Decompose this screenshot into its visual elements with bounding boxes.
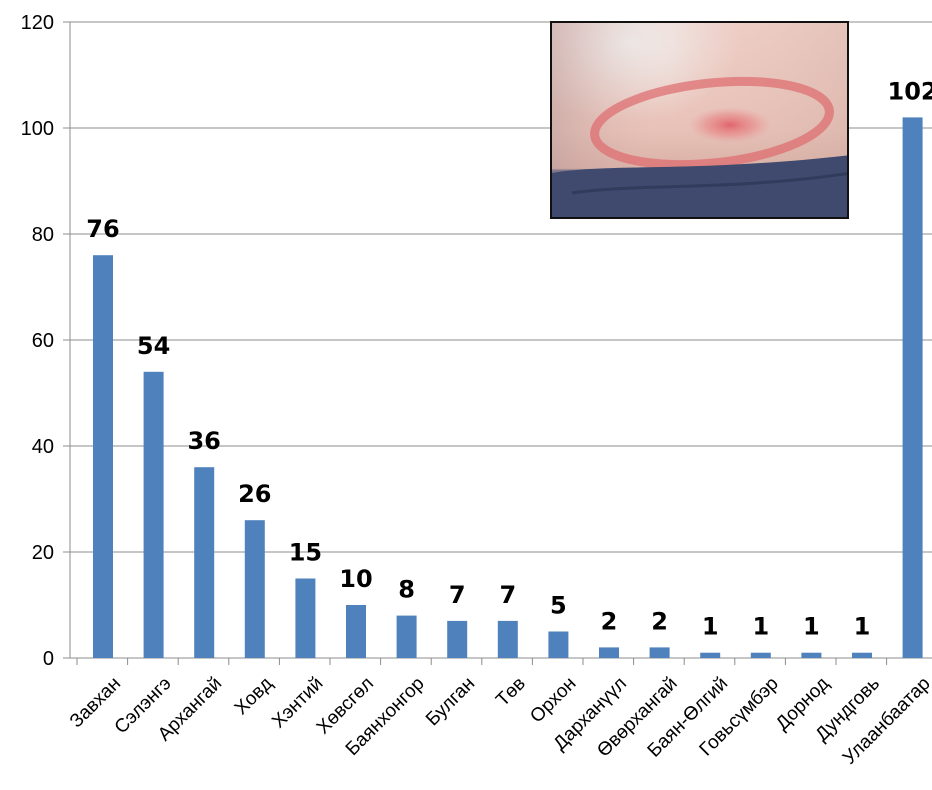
skin-rash-photo	[550, 21, 849, 219]
category-label: Ховд	[231, 673, 277, 719]
data-label: 2	[651, 607, 668, 635]
y-tick-labels: 0 20 40 60 80 100 120	[21, 12, 54, 670]
bar	[498, 621, 518, 658]
bar	[599, 647, 619, 658]
data-label: 7	[499, 581, 516, 609]
category-label: Төв	[492, 673, 530, 711]
data-label: 102	[888, 77, 932, 105]
data-label: 54	[137, 332, 170, 360]
y-tick-label: 120	[21, 12, 54, 34]
category-label: Улаанбаатар	[839, 673, 932, 769]
data-label: 15	[289, 539, 322, 567]
bar	[245, 520, 265, 658]
y-tick-label: 20	[32, 542, 54, 564]
bar	[295, 579, 315, 659]
data-label: 26	[238, 480, 271, 508]
bar	[93, 255, 113, 658]
data-label: 7	[449, 581, 466, 609]
data-label: 1	[702, 613, 719, 641]
data-label: 8	[398, 576, 415, 604]
data-label: 1	[803, 613, 820, 641]
y-tick-label: 40	[32, 436, 54, 458]
y-tick-label: 80	[32, 224, 54, 246]
bar	[903, 117, 923, 658]
bar	[650, 647, 670, 658]
data-label: 5	[550, 592, 567, 620]
data-label: 1	[854, 613, 871, 641]
data-label: 36	[187, 427, 220, 455]
bar	[852, 653, 872, 658]
bar	[801, 653, 821, 658]
y-tick-label: 60	[32, 330, 54, 352]
data-label: 2	[601, 607, 618, 635]
bar	[751, 653, 771, 658]
bar	[144, 372, 164, 658]
bar	[346, 605, 366, 658]
bar	[548, 632, 568, 659]
data-label: 76	[86, 215, 119, 243]
bar	[700, 653, 720, 658]
y-tick-label: 100	[21, 118, 54, 140]
y-tick-label: 0	[43, 648, 54, 670]
bar	[194, 467, 214, 658]
category-label: Булган	[422, 673, 479, 730]
data-label: 1	[752, 613, 769, 641]
data-label: 10	[339, 565, 372, 593]
bar	[397, 616, 417, 658]
bar	[447, 621, 467, 658]
